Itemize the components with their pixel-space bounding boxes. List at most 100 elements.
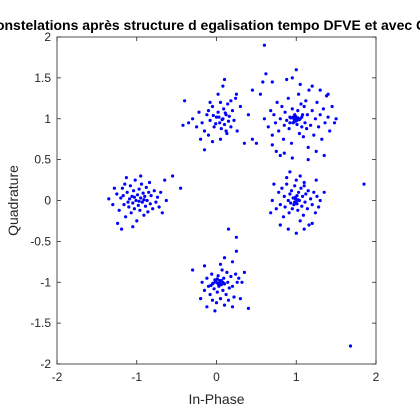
data-point — [117, 208, 121, 212]
data-point — [218, 121, 222, 125]
y-tick-label: 0.5 — [34, 153, 51, 167]
data-point — [314, 149, 318, 153]
data-point — [132, 195, 136, 199]
data-point — [224, 129, 228, 133]
data-point — [119, 196, 123, 200]
data-point — [136, 203, 140, 207]
data-point — [116, 221, 120, 225]
data-point — [183, 99, 187, 103]
data-point — [288, 192, 292, 196]
data-point — [306, 145, 310, 149]
data-point — [297, 190, 301, 194]
data-point — [115, 192, 119, 196]
data-point — [303, 121, 307, 125]
data-point — [221, 288, 225, 292]
data-point — [292, 203, 296, 207]
data-point — [322, 190, 326, 194]
data-point — [151, 207, 155, 211]
data-point — [296, 208, 300, 212]
data-point — [280, 186, 284, 190]
data-point — [246, 306, 250, 310]
data-point — [157, 205, 161, 209]
data-point — [301, 194, 305, 198]
data-point — [230, 109, 235, 113]
data-point — [121, 194, 125, 198]
data-point — [210, 140, 215, 144]
data-point — [362, 182, 366, 186]
data-point — [181, 123, 185, 127]
data-point — [215, 290, 219, 294]
data-point — [160, 211, 164, 215]
data-point — [310, 109, 314, 113]
y-tick-label: 1.5 — [34, 71, 51, 85]
data-point — [152, 189, 156, 193]
data-point — [222, 303, 227, 307]
data-point — [232, 118, 236, 122]
data-point — [283, 205, 287, 209]
data-point — [234, 249, 238, 253]
data-point — [306, 189, 310, 193]
data-point — [133, 178, 137, 182]
data-point — [348, 344, 353, 348]
data-point — [202, 148, 207, 152]
data-point — [298, 219, 302, 223]
y-tick-label: 0 — [44, 194, 51, 208]
data-point — [289, 201, 293, 205]
data-point — [278, 223, 282, 227]
data-point — [272, 113, 276, 117]
data-point — [302, 227, 306, 231]
data-point — [278, 117, 282, 121]
data-point — [287, 211, 291, 215]
data-point — [202, 129, 207, 133]
data-point — [306, 158, 310, 162]
data-point — [277, 190, 281, 194]
data-point — [286, 198, 290, 203]
data-point — [229, 274, 233, 279]
data-point — [293, 200, 297, 204]
data-point — [237, 276, 241, 280]
data-point — [312, 133, 316, 137]
data-point — [298, 174, 302, 178]
data-point — [290, 207, 294, 211]
data-point — [200, 280, 204, 284]
data-point — [299, 102, 303, 106]
data-point — [270, 143, 274, 147]
data-point — [147, 190, 151, 194]
data-point — [218, 137, 223, 141]
data-point — [191, 268, 195, 272]
data-point — [222, 276, 226, 280]
data-point — [216, 92, 220, 96]
data-point — [230, 284, 235, 288]
data-point — [314, 178, 318, 182]
data-point — [269, 211, 273, 215]
data-point — [286, 96, 290, 100]
data-point — [270, 198, 274, 203]
data-point — [171, 174, 175, 178]
data-point — [128, 184, 132, 188]
data-point — [294, 231, 298, 235]
data-point — [230, 260, 235, 264]
x-tick-label: 0 — [213, 370, 220, 384]
data-point — [296, 109, 300, 113]
chart-title: Constelations après structure d egalisat… — [0, 17, 420, 33]
data-point — [264, 72, 268, 76]
data-point — [322, 153, 326, 158]
data-point — [211, 113, 215, 118]
data-point — [294, 178, 298, 182]
data-point — [163, 178, 167, 182]
data-point — [134, 198, 138, 203]
data-point — [250, 137, 254, 141]
y-axis-ticks: -2 -1.5 -1 -0.5 0 0.5 1 1.5 2 — [30, 30, 376, 371]
data-point — [300, 204, 304, 208]
data-point — [285, 176, 289, 180]
data-point — [139, 196, 143, 200]
x-axis-label: In-Phase — [188, 391, 244, 407]
y-axis-label: Quadrature — [5, 165, 21, 236]
y-tick-label: -1.5 — [30, 316, 51, 330]
data-point — [315, 100, 319, 104]
data-point — [222, 122, 227, 127]
data-point — [135, 193, 140, 197]
data-point — [107, 197, 111, 201]
data-point — [318, 88, 322, 92]
